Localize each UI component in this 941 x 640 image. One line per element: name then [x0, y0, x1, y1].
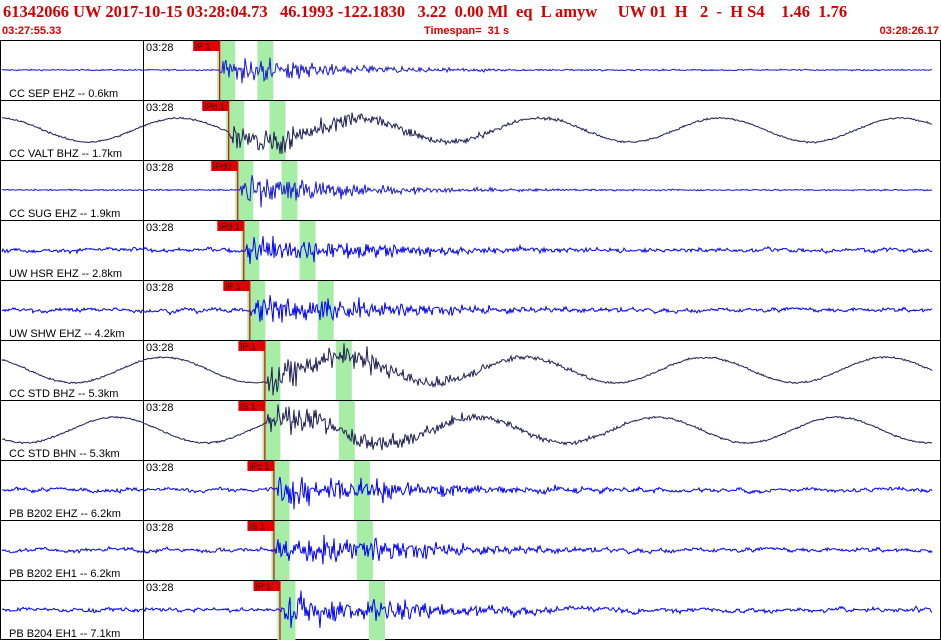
minute-tick-label: 03:28: [146, 462, 174, 474]
timespan: Timespan= 31 s: [424, 25, 510, 37]
channel-trace[interactable]: 03:28 iPd 1 UW HSR EHZ -- 2.8km: [0, 220, 941, 280]
p-window: [241, 221, 260, 280]
pick-flag[interactable]: [193, 41, 220, 51]
waveform: [1, 404, 933, 451]
pick-label: iPd 1: [219, 222, 240, 232]
waveform: [1, 534, 933, 565]
channel-trace[interactable]: 03:28 iP 1 UW SHW EHZ -- 4.2km: [0, 280, 941, 340]
s-window: [269, 101, 286, 160]
waveform: [1, 112, 933, 154]
minute-tick-label: 03:28: [146, 42, 174, 54]
channel-trace[interactable]: 03:28 iP 1 PB B204 EH1 -- 7.1km: [0, 580, 941, 640]
waveform: [1, 57, 932, 84]
waveform: [1, 295, 933, 323]
pick-label: iPc 1: [249, 462, 269, 472]
pick-label: iPd0: [213, 162, 231, 172]
pick-flag[interactable]: [217, 221, 244, 231]
p-window: [271, 461, 290, 520]
pick-flag[interactable]: [247, 461, 274, 471]
s-window: [257, 41, 274, 100]
pick-label: iS 1: [249, 522, 265, 532]
p-window: [217, 41, 236, 100]
pick-flag[interactable]: [211, 161, 238, 171]
pick-label: iP 1: [195, 42, 210, 52]
pick-label: iP 1: [225, 282, 240, 292]
pick-flag[interactable]: [253, 581, 280, 591]
minute-tick-label: 03:28: [146, 582, 174, 594]
waveform: [1, 476, 933, 510]
minute-tick-label: 03:28: [146, 162, 174, 174]
pick-flag[interactable]: [202, 101, 229, 111]
pick-flag[interactable]: [223, 281, 250, 291]
waveform: [1, 235, 933, 265]
channel-trace[interactable]: 03:28 iP 1 CC SEP EHZ -- 0.6km: [1, 40, 932, 100]
channel-trace[interactable]: 03:28 iS 1 PB B202 EH1 -- 6.2km: [0, 520, 941, 580]
channel-label: CC SEP EHZ -- 0.6km: [9, 88, 118, 100]
pick-flag[interactable]: [247, 521, 274, 531]
channel-label: CC SUG EHZ -- 1.9km: [9, 208, 120, 220]
minute-tick-label: 03:28: [146, 222, 174, 234]
channel-label: PB B202 EH1 -- 6.2km: [9, 568, 120, 580]
waveform: [1, 343, 933, 396]
s-window: [317, 281, 334, 340]
minute-tick-label: 03:28: [146, 102, 174, 114]
minute-tick-label: 03:28: [146, 342, 174, 354]
p-window: [247, 281, 266, 340]
seismogram-panel[interactable]: 03:28 iP 1 CC SEP EHZ -- 0.6km 03:28 iPd 1 CC…: [0, 40, 941, 640]
channel-trace[interactable]: 03:28 iPd 1 CC VALT BHZ -- 1.7km: [0, 100, 941, 160]
channel-trace[interactable]: 03:28 iPc 1 PB B202 EHZ -- 6.2km: [0, 460, 941, 520]
channel-trace[interactable]: 03:28 iPd0 CC SUG EHZ -- 1.9km: [0, 160, 941, 220]
channel-label: CC VALT BHZ -- 1.7km: [9, 148, 122, 160]
minute-tick-label: 03:28: [146, 282, 174, 294]
minute-tick-label: 03:28: [146, 522, 174, 534]
channel-label: UW SHW EHZ -- 4.2km: [9, 328, 125, 340]
s-window: [281, 161, 298, 220]
channel-trace[interactable]: 03:28 iP 1 CC STD BHZ -- 5.3km: [0, 340, 941, 400]
p-window: [235, 161, 254, 220]
start-time: 03:27:55.33: [2, 25, 62, 37]
end-time: 03:28:26.17: [879, 25, 939, 37]
s-window: [299, 221, 316, 280]
pick-flag[interactable]: [238, 341, 265, 351]
pick-label: iP 1: [240, 342, 255, 352]
waveform: [1, 175, 933, 208]
channel-label: PB B202 EHZ -- 6.2km: [9, 508, 121, 520]
channel-label: CC STD BHN -- 5.3km: [9, 448, 120, 460]
channel-label: PB B204 EH1 -- 7.1km: [9, 628, 120, 640]
minute-tick-label: 03:28: [146, 402, 174, 414]
header: 61342066 UW 2017-10-15 03:28:04.73 46.19…: [0, 0, 941, 40]
channel-trace[interactable]: 03:28 iS 1 CC STD BHN -- 5.3km: [0, 400, 941, 460]
pick-label: iPd 1: [204, 102, 225, 112]
pick-flag[interactable]: [238, 401, 265, 411]
waveform: [1, 590, 933, 628]
pick-label: iS 1: [240, 402, 256, 412]
pick-label: iP 1: [255, 582, 270, 592]
event-title: 61342066 UW 2017-10-15 03:28:04.73 46.19…: [3, 2, 848, 21]
channel-label: CC STD BHZ -- 5.3km: [9, 388, 118, 400]
s-window: [338, 401, 355, 460]
channel-label: UW HSR EHZ -- 2.8km: [9, 268, 122, 280]
